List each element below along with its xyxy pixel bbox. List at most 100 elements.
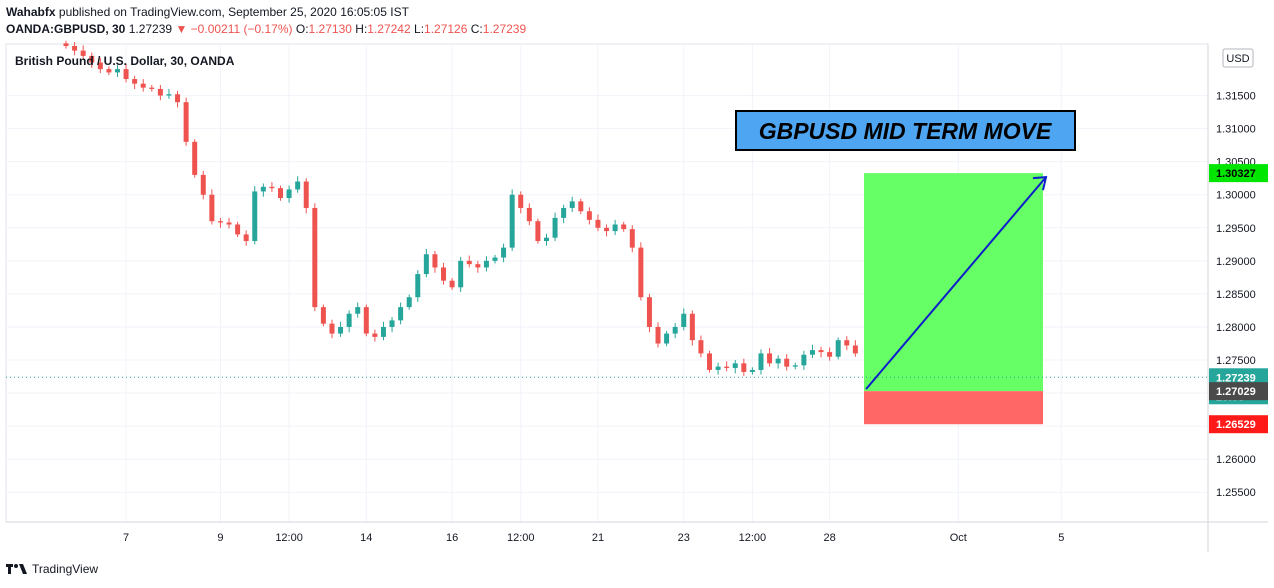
candle [475, 260, 481, 273]
author-name[interactable]: Wahabfx [6, 5, 56, 19]
candle-body [114, 69, 120, 73]
candle [526, 203, 532, 226]
candle [97, 57, 103, 74]
candle [543, 233, 549, 246]
candle [612, 219, 618, 236]
candle [389, 317, 395, 333]
high-label: H: [355, 22, 368, 36]
candle-body [809, 350, 815, 355]
candle [707, 350, 712, 373]
x-tick-label: 12:00 [739, 532, 767, 544]
y-tick-label: 1.28500 [1216, 289, 1256, 301]
candle-body [415, 274, 421, 298]
candle-body [192, 141, 198, 175]
candle [406, 294, 412, 310]
candle [312, 203, 318, 312]
candle-body [732, 363, 738, 368]
candle-body [278, 188, 283, 199]
candle-body [792, 365, 798, 367]
y-tick-label: 1.29000 [1216, 256, 1256, 268]
candle-body [63, 43, 69, 46]
tp-price-label-bg [1209, 164, 1268, 183]
candle [732, 360, 738, 374]
y-tick-label: 1.27500 [1216, 355, 1256, 367]
candle-body [372, 333, 378, 337]
candle [157, 84, 163, 101]
candle-body [698, 340, 704, 354]
candle [698, 335, 704, 358]
candle [492, 254, 498, 264]
candle [243, 230, 249, 246]
candle-body [123, 69, 129, 80]
candle [226, 217, 232, 229]
candle [501, 243, 507, 263]
candle [483, 256, 489, 272]
entry-price-label: 1.27029 [1216, 386, 1256, 398]
currency-badge [1222, 48, 1254, 68]
close-value: 1.27239 [482, 22, 527, 36]
candle-body [724, 366, 730, 368]
candle [715, 362, 721, 375]
sl-price-label-bg [1209, 415, 1268, 434]
x-tick-label: 23 [678, 532, 690, 544]
candle [664, 330, 670, 347]
overlay-layer: GBPUSD MID TERM MOVE British Pound / U.S.… [6, 54, 1208, 390]
candle [561, 204, 567, 224]
x-tick-label: 9 [217, 532, 223, 544]
candle-body [741, 363, 747, 372]
candle-body [260, 186, 266, 192]
x-tick-label: 21 [592, 532, 604, 544]
candle-body [355, 307, 361, 314]
candle [140, 79, 146, 92]
candle-body [441, 267, 447, 281]
candle [355, 302, 361, 318]
candle-body [295, 181, 301, 190]
target-arrow [865, 176, 1047, 390]
annotation-text: GBPUSD MID TERM MOVE [759, 118, 1052, 144]
candle-body [106, 69, 112, 73]
candle [818, 346, 824, 358]
candle [741, 358, 747, 376]
candle [329, 319, 335, 339]
candle [235, 221, 241, 238]
candle [509, 189, 515, 251]
candle [363, 304, 369, 337]
candle [518, 191, 524, 214]
candle-body [621, 224, 627, 230]
x-tick-label: 12:00 [507, 532, 535, 544]
candle [338, 321, 344, 337]
candle [295, 176, 301, 193]
candle-body [97, 62, 103, 70]
axes: 1.255001.260001.265001.270001.275001.280… [6, 44, 1268, 552]
candle-body [518, 194, 524, 208]
candle [346, 310, 352, 333]
candle [372, 329, 378, 342]
candle [269, 182, 275, 193]
candle-body [707, 353, 712, 370]
candle-body [423, 254, 429, 275]
candle-body [363, 307, 369, 334]
candle [192, 139, 198, 178]
candle [586, 207, 592, 225]
x-tick-label: Oct [950, 532, 967, 544]
candle-body [380, 326, 386, 337]
candle [535, 218, 541, 244]
y-tick-label: 1.28000 [1216, 322, 1256, 334]
candle [132, 75, 138, 89]
candle-body [655, 326, 661, 344]
candle-body [483, 260, 489, 268]
candle-body [827, 352, 833, 357]
candle-body [646, 297, 652, 327]
candle-body [595, 219, 601, 228]
tp-price-label: 1.30327 [1216, 168, 1256, 180]
candle-body [458, 260, 464, 288]
candle-body [629, 229, 635, 248]
footer-brand[interactable]: TradingView [32, 562, 99, 576]
open-label: O: [295, 22, 309, 36]
candle-body [226, 222, 232, 225]
candle [415, 270, 421, 302]
y-tick-label: 1.25500 [1216, 487, 1256, 499]
candle-body [844, 340, 850, 346]
candle [784, 354, 790, 371]
